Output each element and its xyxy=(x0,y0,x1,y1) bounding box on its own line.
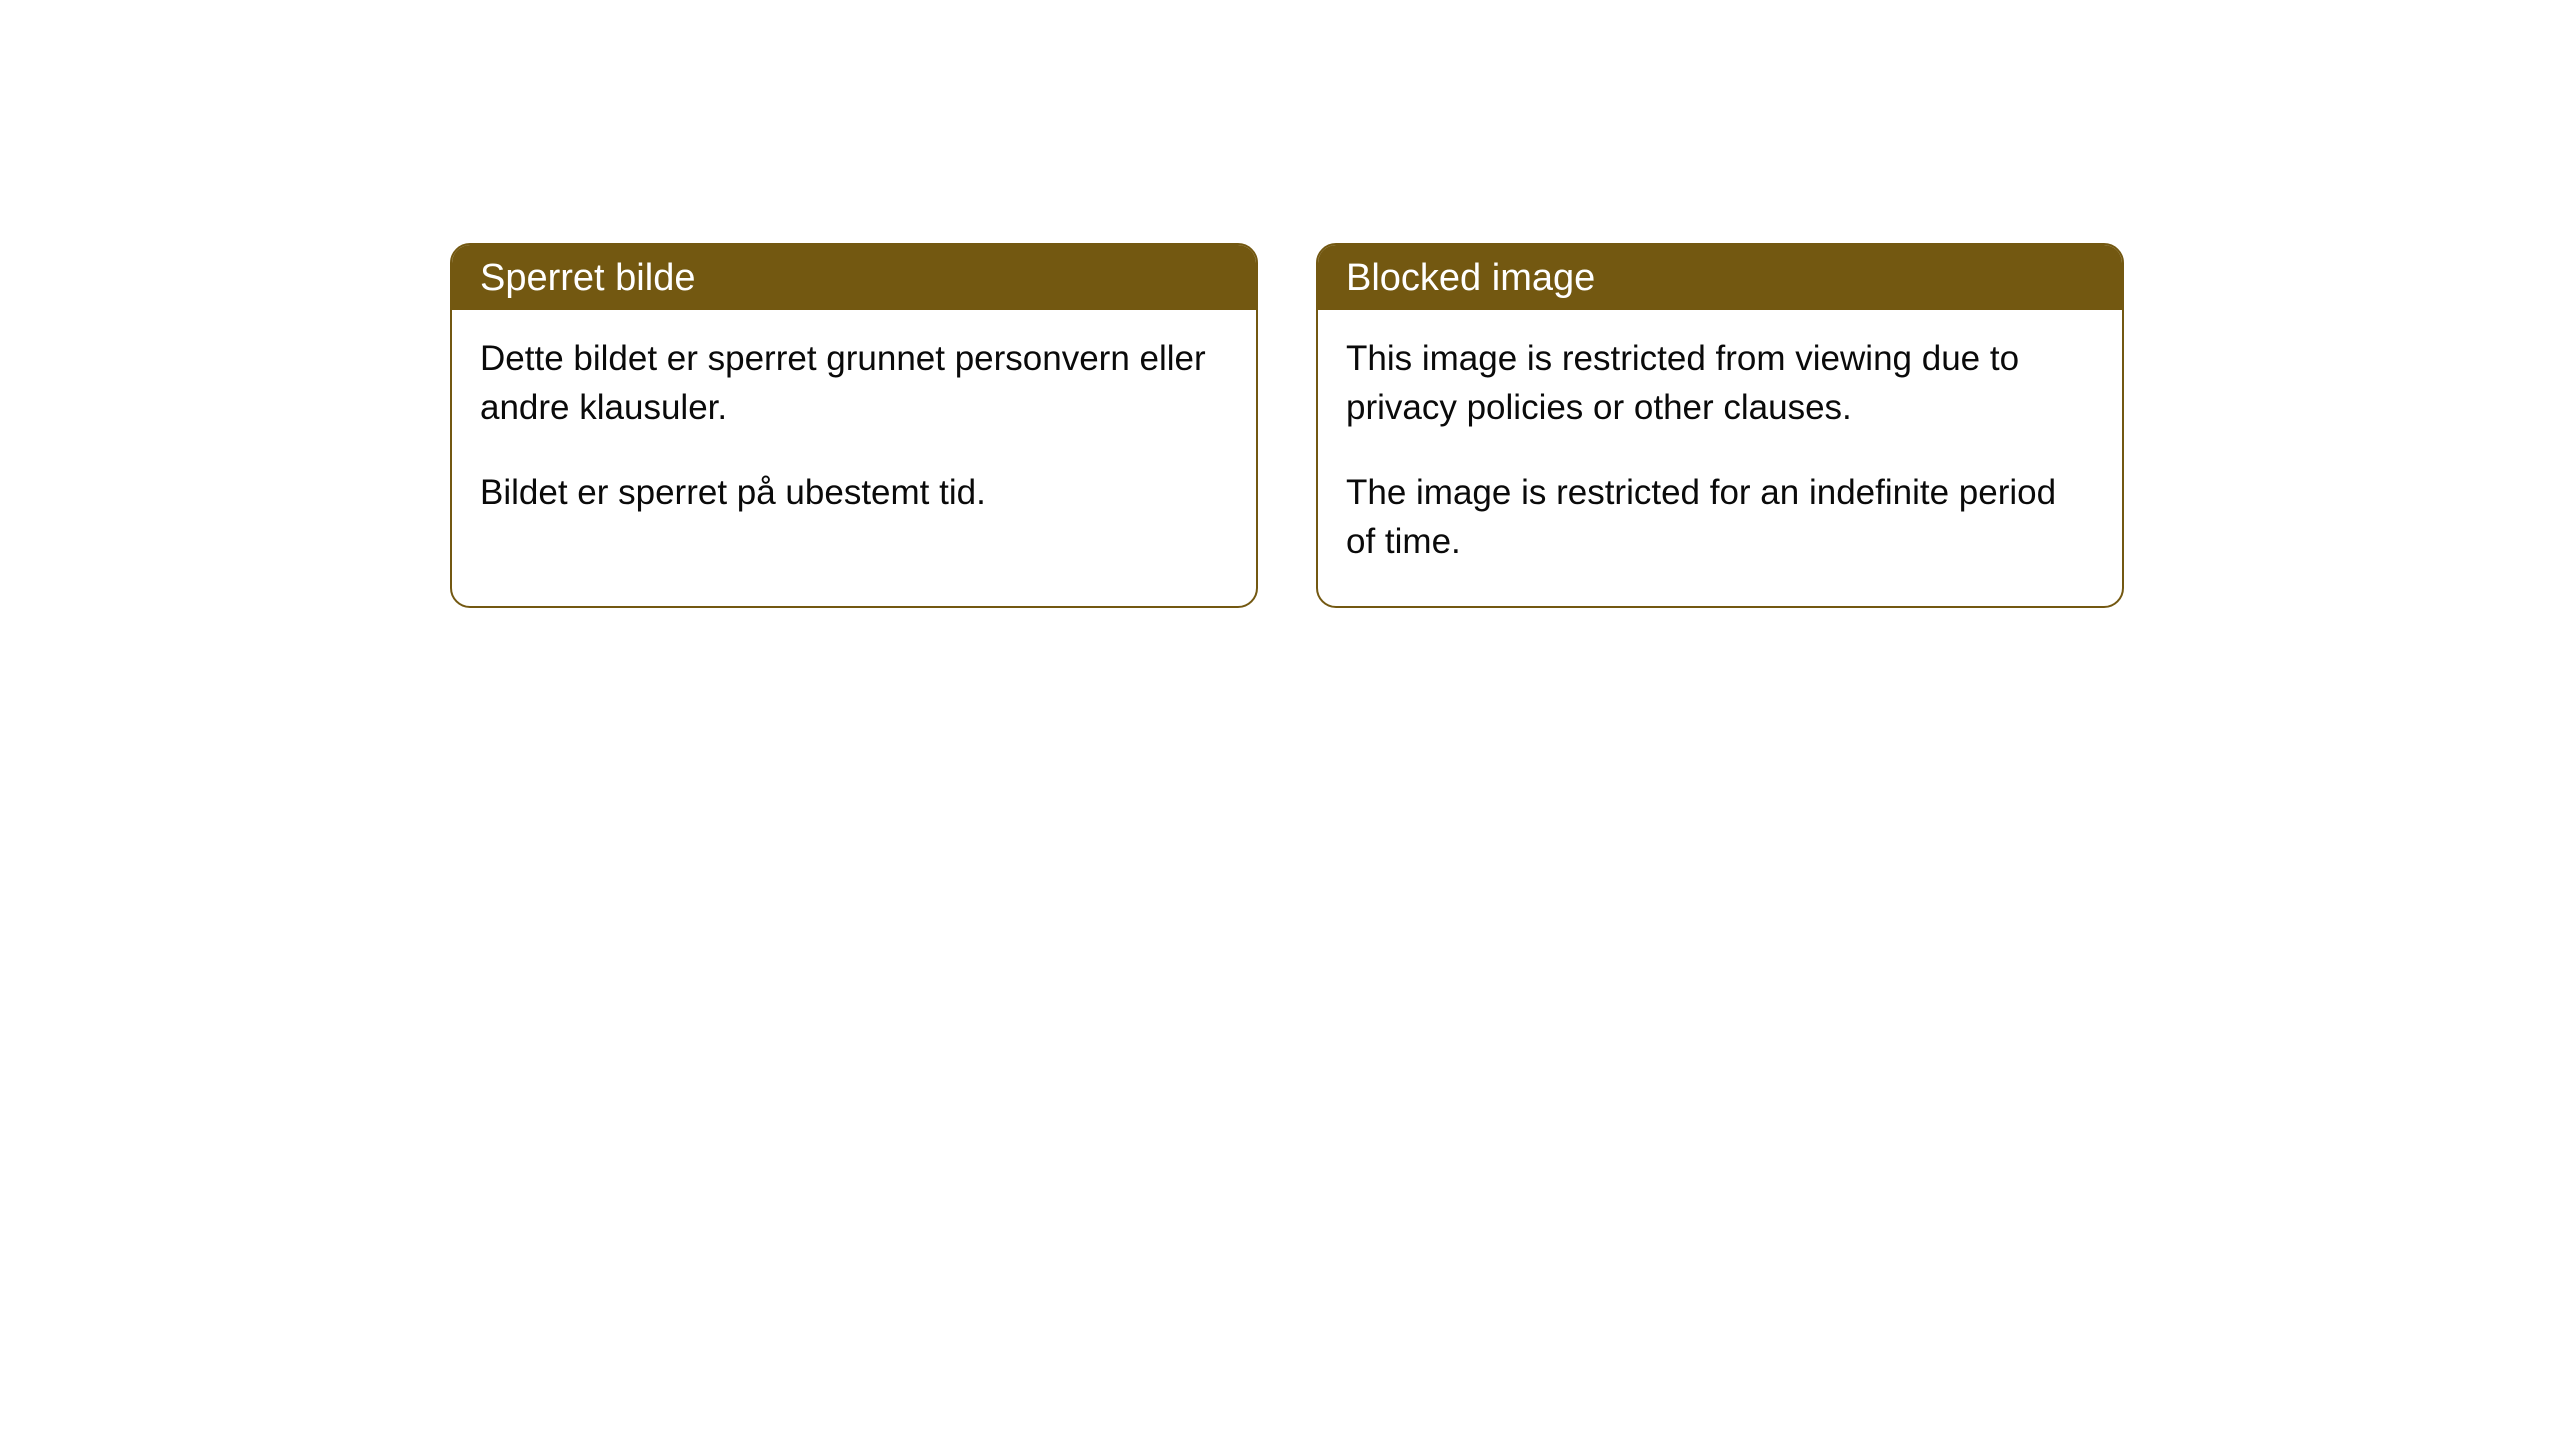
paragraph-text: This image is restricted from viewing du… xyxy=(1346,334,2094,432)
card-body-norwegian: Dette bildet er sperret grunnet personve… xyxy=(452,310,1256,557)
notice-cards-container: Sperret bilde Dette bildet er sperret gr… xyxy=(450,243,2560,608)
paragraph-text: The image is restricted for an indefinit… xyxy=(1346,468,2094,566)
card-header-norwegian: Sperret bilde xyxy=(452,245,1256,310)
card-body-english: This image is restricted from viewing du… xyxy=(1318,310,2122,606)
paragraph-text: Dette bildet er sperret grunnet personve… xyxy=(480,334,1228,432)
notice-card-english: Blocked image This image is restricted f… xyxy=(1316,243,2124,608)
card-header-english: Blocked image xyxy=(1318,245,2122,310)
notice-card-norwegian: Sperret bilde Dette bildet er sperret gr… xyxy=(450,243,1258,608)
paragraph-text: Bildet er sperret på ubestemt tid. xyxy=(480,468,1228,517)
